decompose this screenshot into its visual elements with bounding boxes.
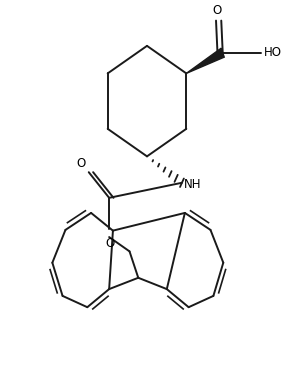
Polygon shape (186, 48, 224, 73)
Text: HO: HO (263, 46, 281, 59)
Text: O: O (105, 237, 114, 250)
Text: O: O (77, 157, 86, 170)
Text: NH: NH (183, 178, 201, 191)
Text: O: O (212, 4, 221, 17)
